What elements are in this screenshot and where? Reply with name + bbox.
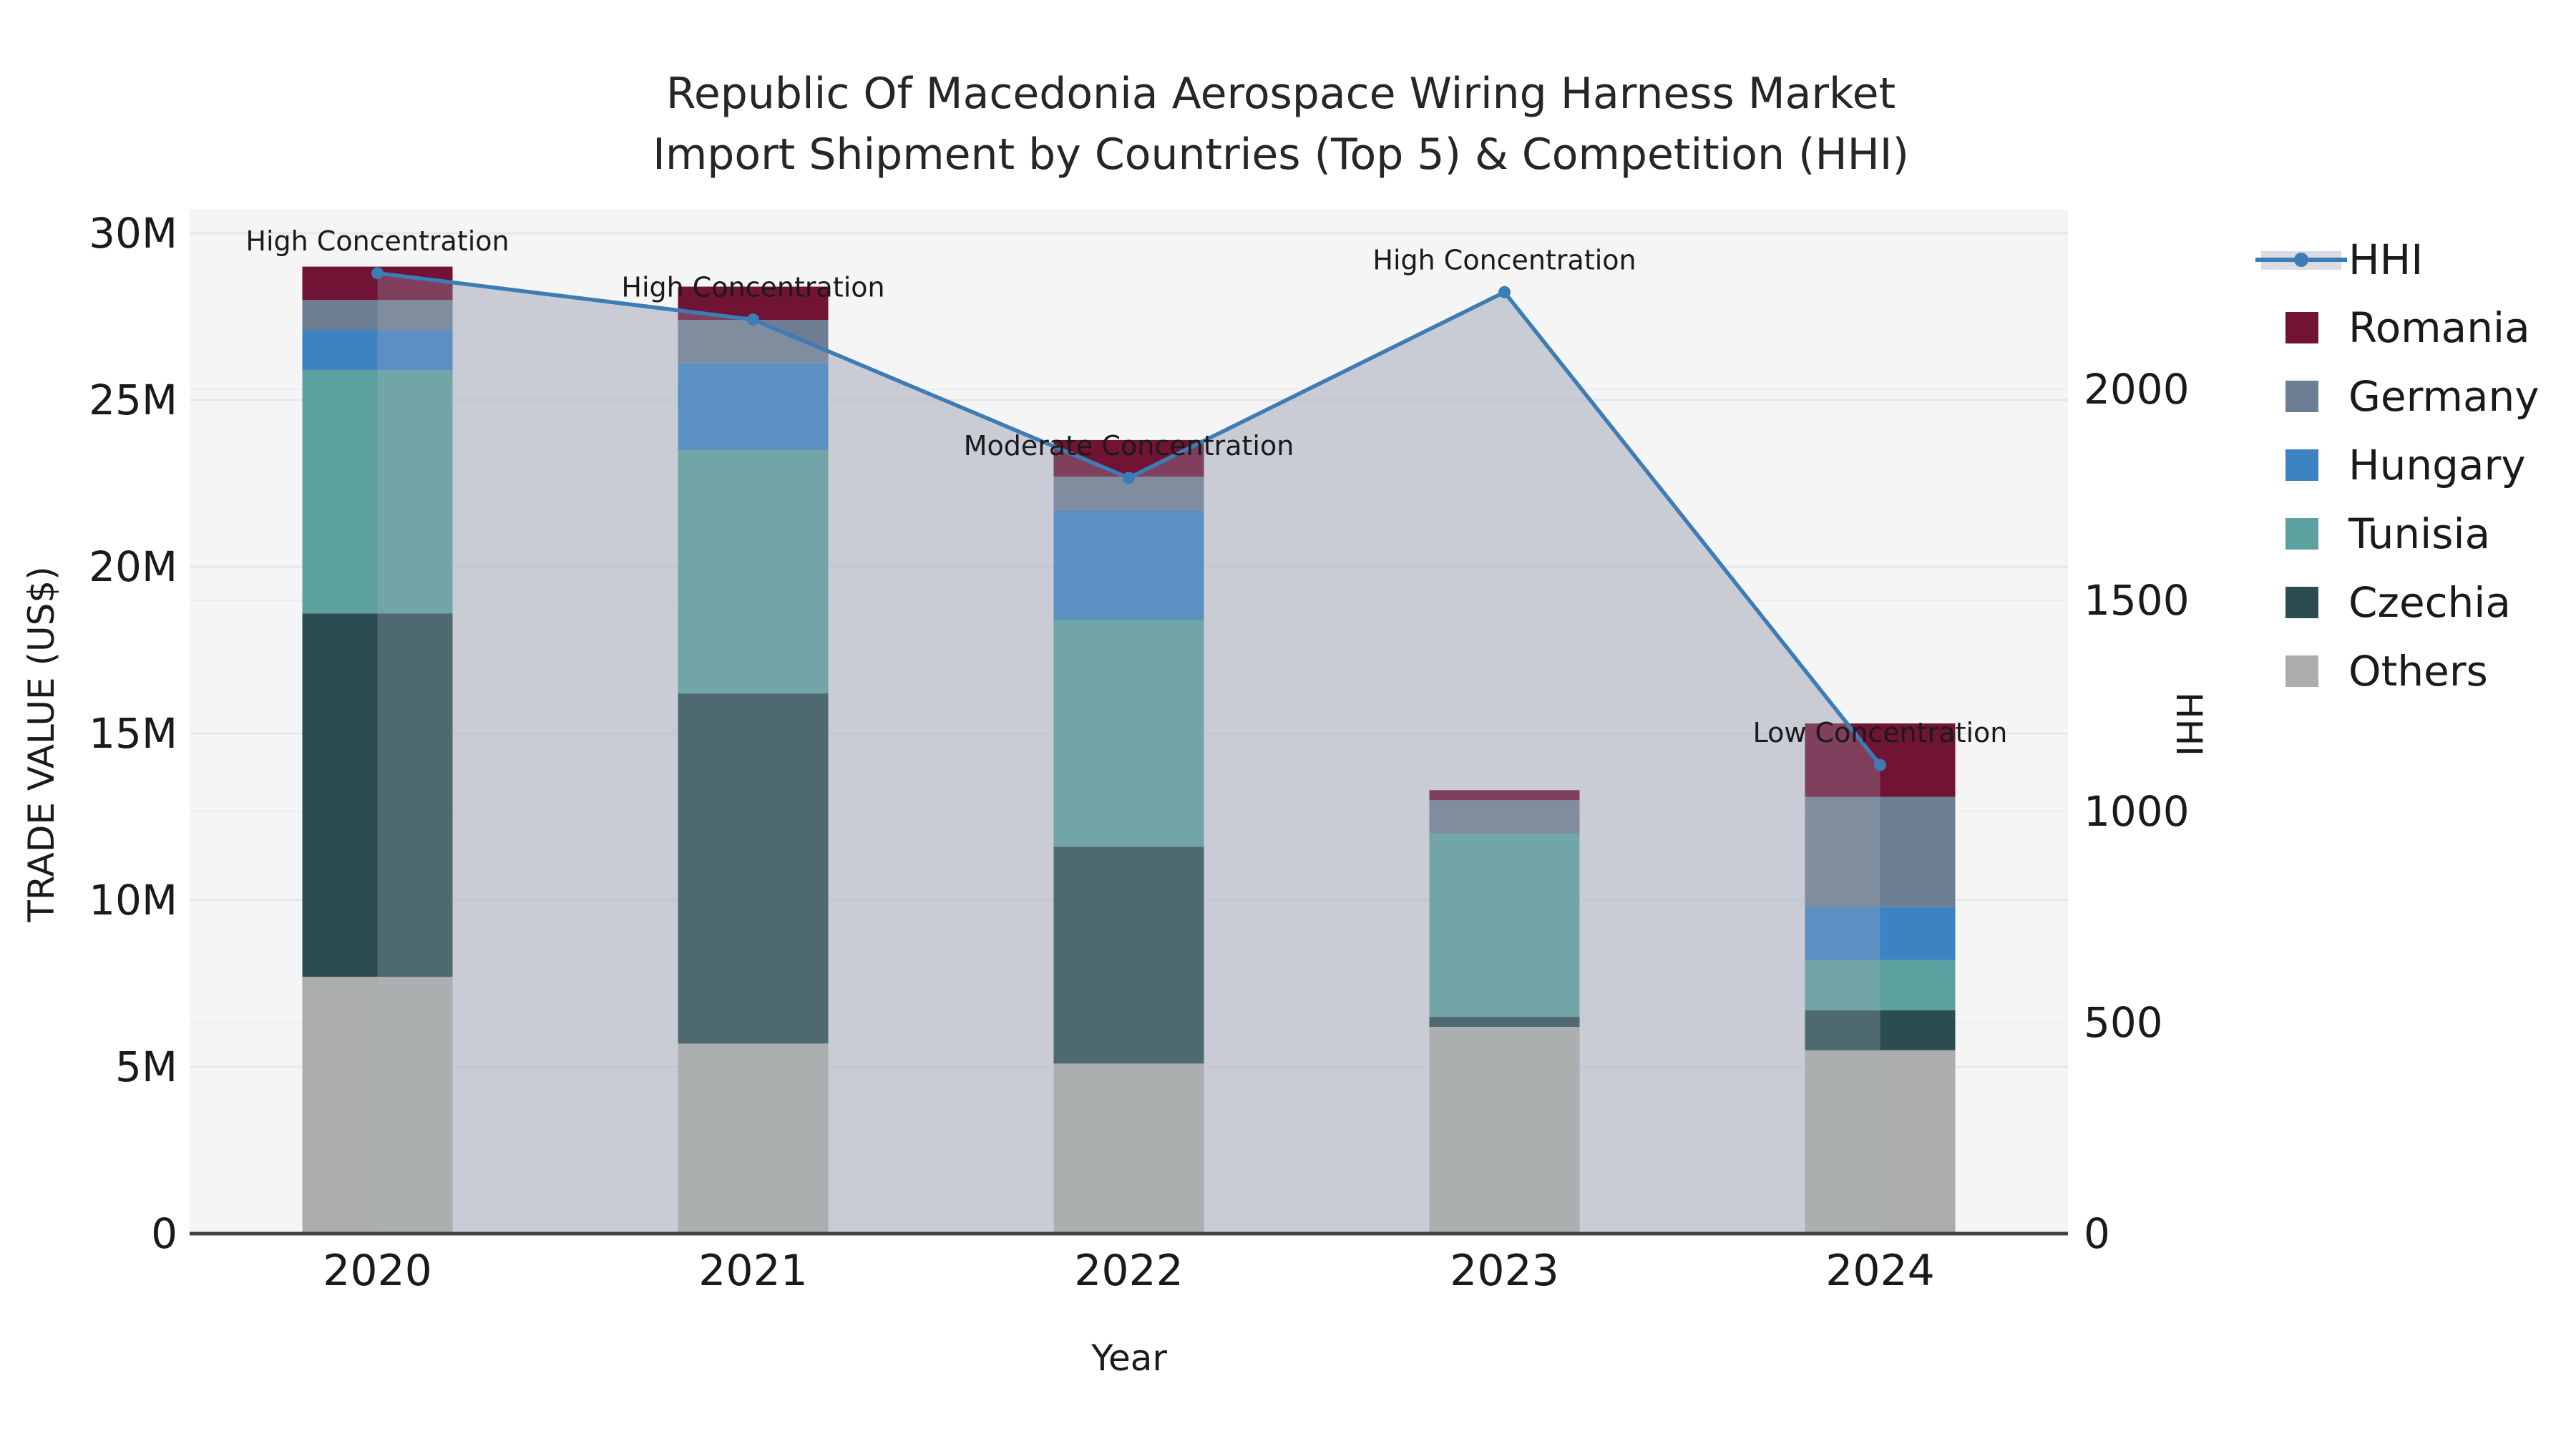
right-tick-2000: 2000: [2084, 365, 2190, 414]
bar-segment-czechia-2021: [678, 693, 829, 1044]
bar-segment-germany-2020: [302, 300, 453, 331]
annotation-2021: High Concentration: [621, 272, 884, 303]
hhi-marker-2020: [371, 267, 384, 280]
x-tick-2022: 2022: [1074, 1246, 1184, 1296]
chart-title-line2: Import Shipment by Countries (Top 5) & C…: [653, 130, 1909, 180]
bar-segment-tunisia-2021: [678, 449, 829, 694]
annotation-2024: Low Concentration: [1753, 717, 2008, 748]
bar-segment-czechia-2024: [1805, 1010, 1956, 1050]
bar-segment-others-2020: [302, 977, 453, 1234]
bar-segment-others-2021: [678, 1043, 829, 1234]
legend-label-tunisia: Tunisia: [2348, 509, 2490, 558]
bar-segment-tunisia-2022: [1053, 620, 1204, 847]
chart-title-line1: Republic Of Macedonia Aerospace Wiring H…: [666, 69, 1896, 119]
bar-segment-czechia-2023: [1429, 1017, 1580, 1028]
x-tick-2021: 2021: [698, 1246, 808, 1296]
left-axis-title: TRADE VALUE (US$): [21, 566, 62, 922]
right-tick-0: 0: [2084, 1209, 2110, 1258]
legend-swatch-tunisia: [2285, 518, 2318, 550]
bar-segment-czechia-2022: [1053, 847, 1204, 1064]
legend-label-hhi: HHI: [2348, 235, 2423, 284]
legend-label-czechia: Czechia: [2348, 578, 2511, 627]
left-tick-5M: 5M: [115, 1043, 177, 1091]
annotation-2020: High Concentration: [245, 225, 509, 257]
bar-segment-others-2024: [1805, 1050, 1956, 1234]
bar-segment-germany-2024: [1805, 796, 1956, 907]
right-tick-1000: 1000: [2084, 787, 2190, 836]
left-tick-0: 0: [151, 1209, 177, 1258]
plot-area: High Concentration High Concentration Mode…: [89, 209, 2539, 1296]
legend-swatch-czechia: [2285, 587, 2318, 618]
bar-segment-tunisia-2023: [1429, 833, 1580, 1018]
legend-swatch-germany: [2285, 381, 2318, 412]
bar-segment-others-2022: [1053, 1063, 1204, 1234]
legend-swatch-others: [2285, 655, 2318, 687]
legend-swatch-romania: [2285, 312, 2318, 343]
legend-hhi-marker-sample: [2294, 253, 2308, 267]
legend-label-romania: Romania: [2348, 303, 2530, 352]
bar-segment-hungary-2022: [1053, 509, 1204, 620]
left-tick-15M: 15M: [89, 709, 177, 758]
bar-segment-hungary-2021: [678, 363, 829, 450]
left-tick-10M: 10M: [89, 876, 177, 924]
legend-swatch-hungary: [2285, 449, 2318, 481]
annotation-2023: High Concentration: [1372, 244, 1636, 275]
hhi-marker-2024: [1874, 758, 1886, 771]
x-tick-2024: 2024: [1825, 1246, 1935, 1296]
right-axis-title: HHI: [2168, 692, 2210, 756]
hhi-marker-2023: [1498, 286, 1511, 298]
left-tick-25M: 25M: [89, 376, 177, 424]
left-tick-20M: 20M: [89, 542, 177, 591]
bar-segment-tunisia-2024: [1805, 960, 1956, 1010]
x-axis-title: Year: [1091, 1337, 1167, 1379]
bar-segment-others-2023: [1429, 1027, 1580, 1234]
bar-segment-tunisia-2020: [302, 370, 453, 614]
hhi-area-fill-front: [377, 273, 1880, 1234]
x-tick-2020: 2020: [323, 1246, 432, 1296]
legend-label-hungary: Hungary: [2348, 441, 2526, 489]
annotation-2022: Moderate Concentration: [964, 430, 1294, 462]
right-tick-500: 500: [2084, 998, 2163, 1047]
bar-segment-romania-2023: [1429, 790, 1580, 801]
hhi-marker-2021: [747, 313, 759, 326]
legend-label-germany: Germany: [2348, 372, 2540, 421]
x-tick-2023: 2023: [1450, 1246, 1559, 1296]
bar-segment-hungary-2020: [302, 330, 453, 371]
bar-segment-hungary-2024: [1805, 907, 1956, 960]
bar-segment-czechia-2020: [302, 613, 453, 977]
left-tick-30M: 30M: [89, 209, 177, 258]
legend-label-others: Others: [2348, 647, 2488, 696]
bar-segment-germany-2023: [1429, 800, 1580, 834]
right-tick-1500: 1500: [2084, 576, 2190, 625]
hhi-marker-2022: [1123, 472, 1135, 484]
